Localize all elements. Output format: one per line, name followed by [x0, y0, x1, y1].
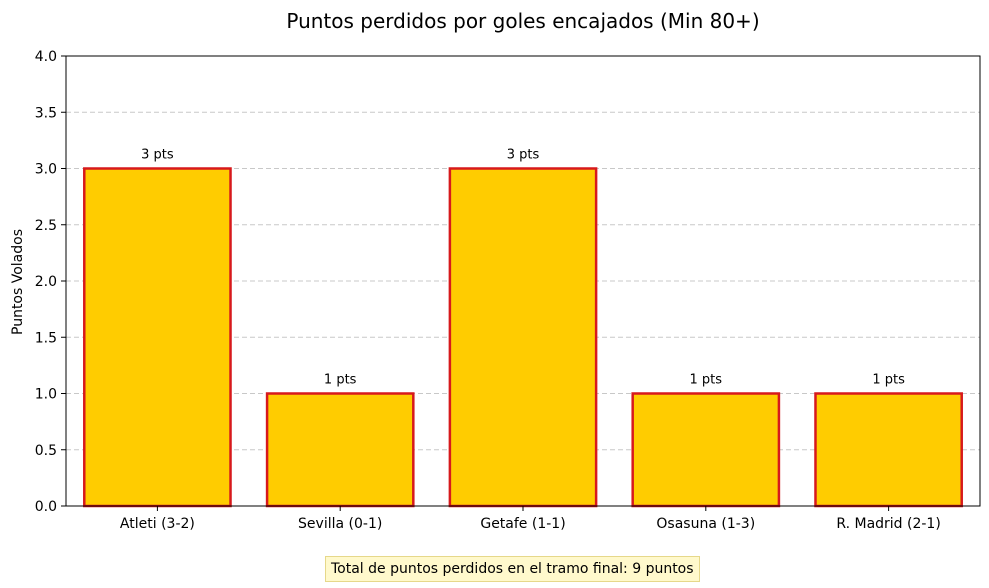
plot-frame — [65, 55, 981, 507]
bar — [631, 392, 781, 508]
data-labels: 3 pts 1 pts 3 pts 1 pts 1 pts — [141, 148, 905, 388]
x-axis-ticks: Atleti (3-2) Sevilla (0-1) Getafe (1-1) Osa… — [120, 506, 941, 532]
bars-group — [83, 167, 963, 508]
bar-value-label: 1 pts — [872, 373, 905, 388]
y-tick-label: 1.0 — [35, 387, 57, 403]
y-tick-label: 1.5 — [35, 330, 57, 346]
x-tick-label: Getafe (1-1) — [480, 516, 565, 532]
bar — [265, 392, 415, 508]
bar-value-label: 1 pts — [690, 373, 723, 388]
x-tick-label: Osasuna (1-3) — [656, 516, 755, 532]
bar-value-label: 1 pts — [324, 373, 357, 388]
y-axis-ticks: 0.0 0.5 1.0 1.5 2.0 2.5 3.0 3.5 4.0 — [35, 49, 66, 515]
x-tick-label: Atleti (3-2) — [120, 516, 195, 532]
y-tick-label: 0.0 — [35, 499, 57, 515]
chart-title: Puntos perdidos por goles encajados (Min… — [286, 9, 759, 33]
y-tick-label: 3.0 — [35, 162, 57, 178]
x-tick-label: Sevilla (0-1) — [298, 516, 382, 532]
y-axis-label: Puntos Volados — [10, 229, 26, 335]
y-tick-label: 4.0 — [35, 49, 57, 65]
bar — [83, 167, 232, 508]
bar — [814, 392, 963, 508]
y-tick-label: 2.0 — [35, 274, 57, 290]
total-points-footnote: Total de puntos perdidos en el tramo fin… — [325, 556, 700, 582]
y-tick-label: 3.5 — [35, 105, 57, 121]
y-tick-label: 0.5 — [35, 443, 57, 459]
x-tick-label: R. Madrid (2-1) — [836, 516, 940, 532]
bar-value-label: 3 pts — [141, 148, 174, 163]
bar — [448, 167, 598, 508]
bar-value-label: 3 pts — [507, 148, 540, 163]
y-tick-label: 2.5 — [35, 218, 57, 234]
